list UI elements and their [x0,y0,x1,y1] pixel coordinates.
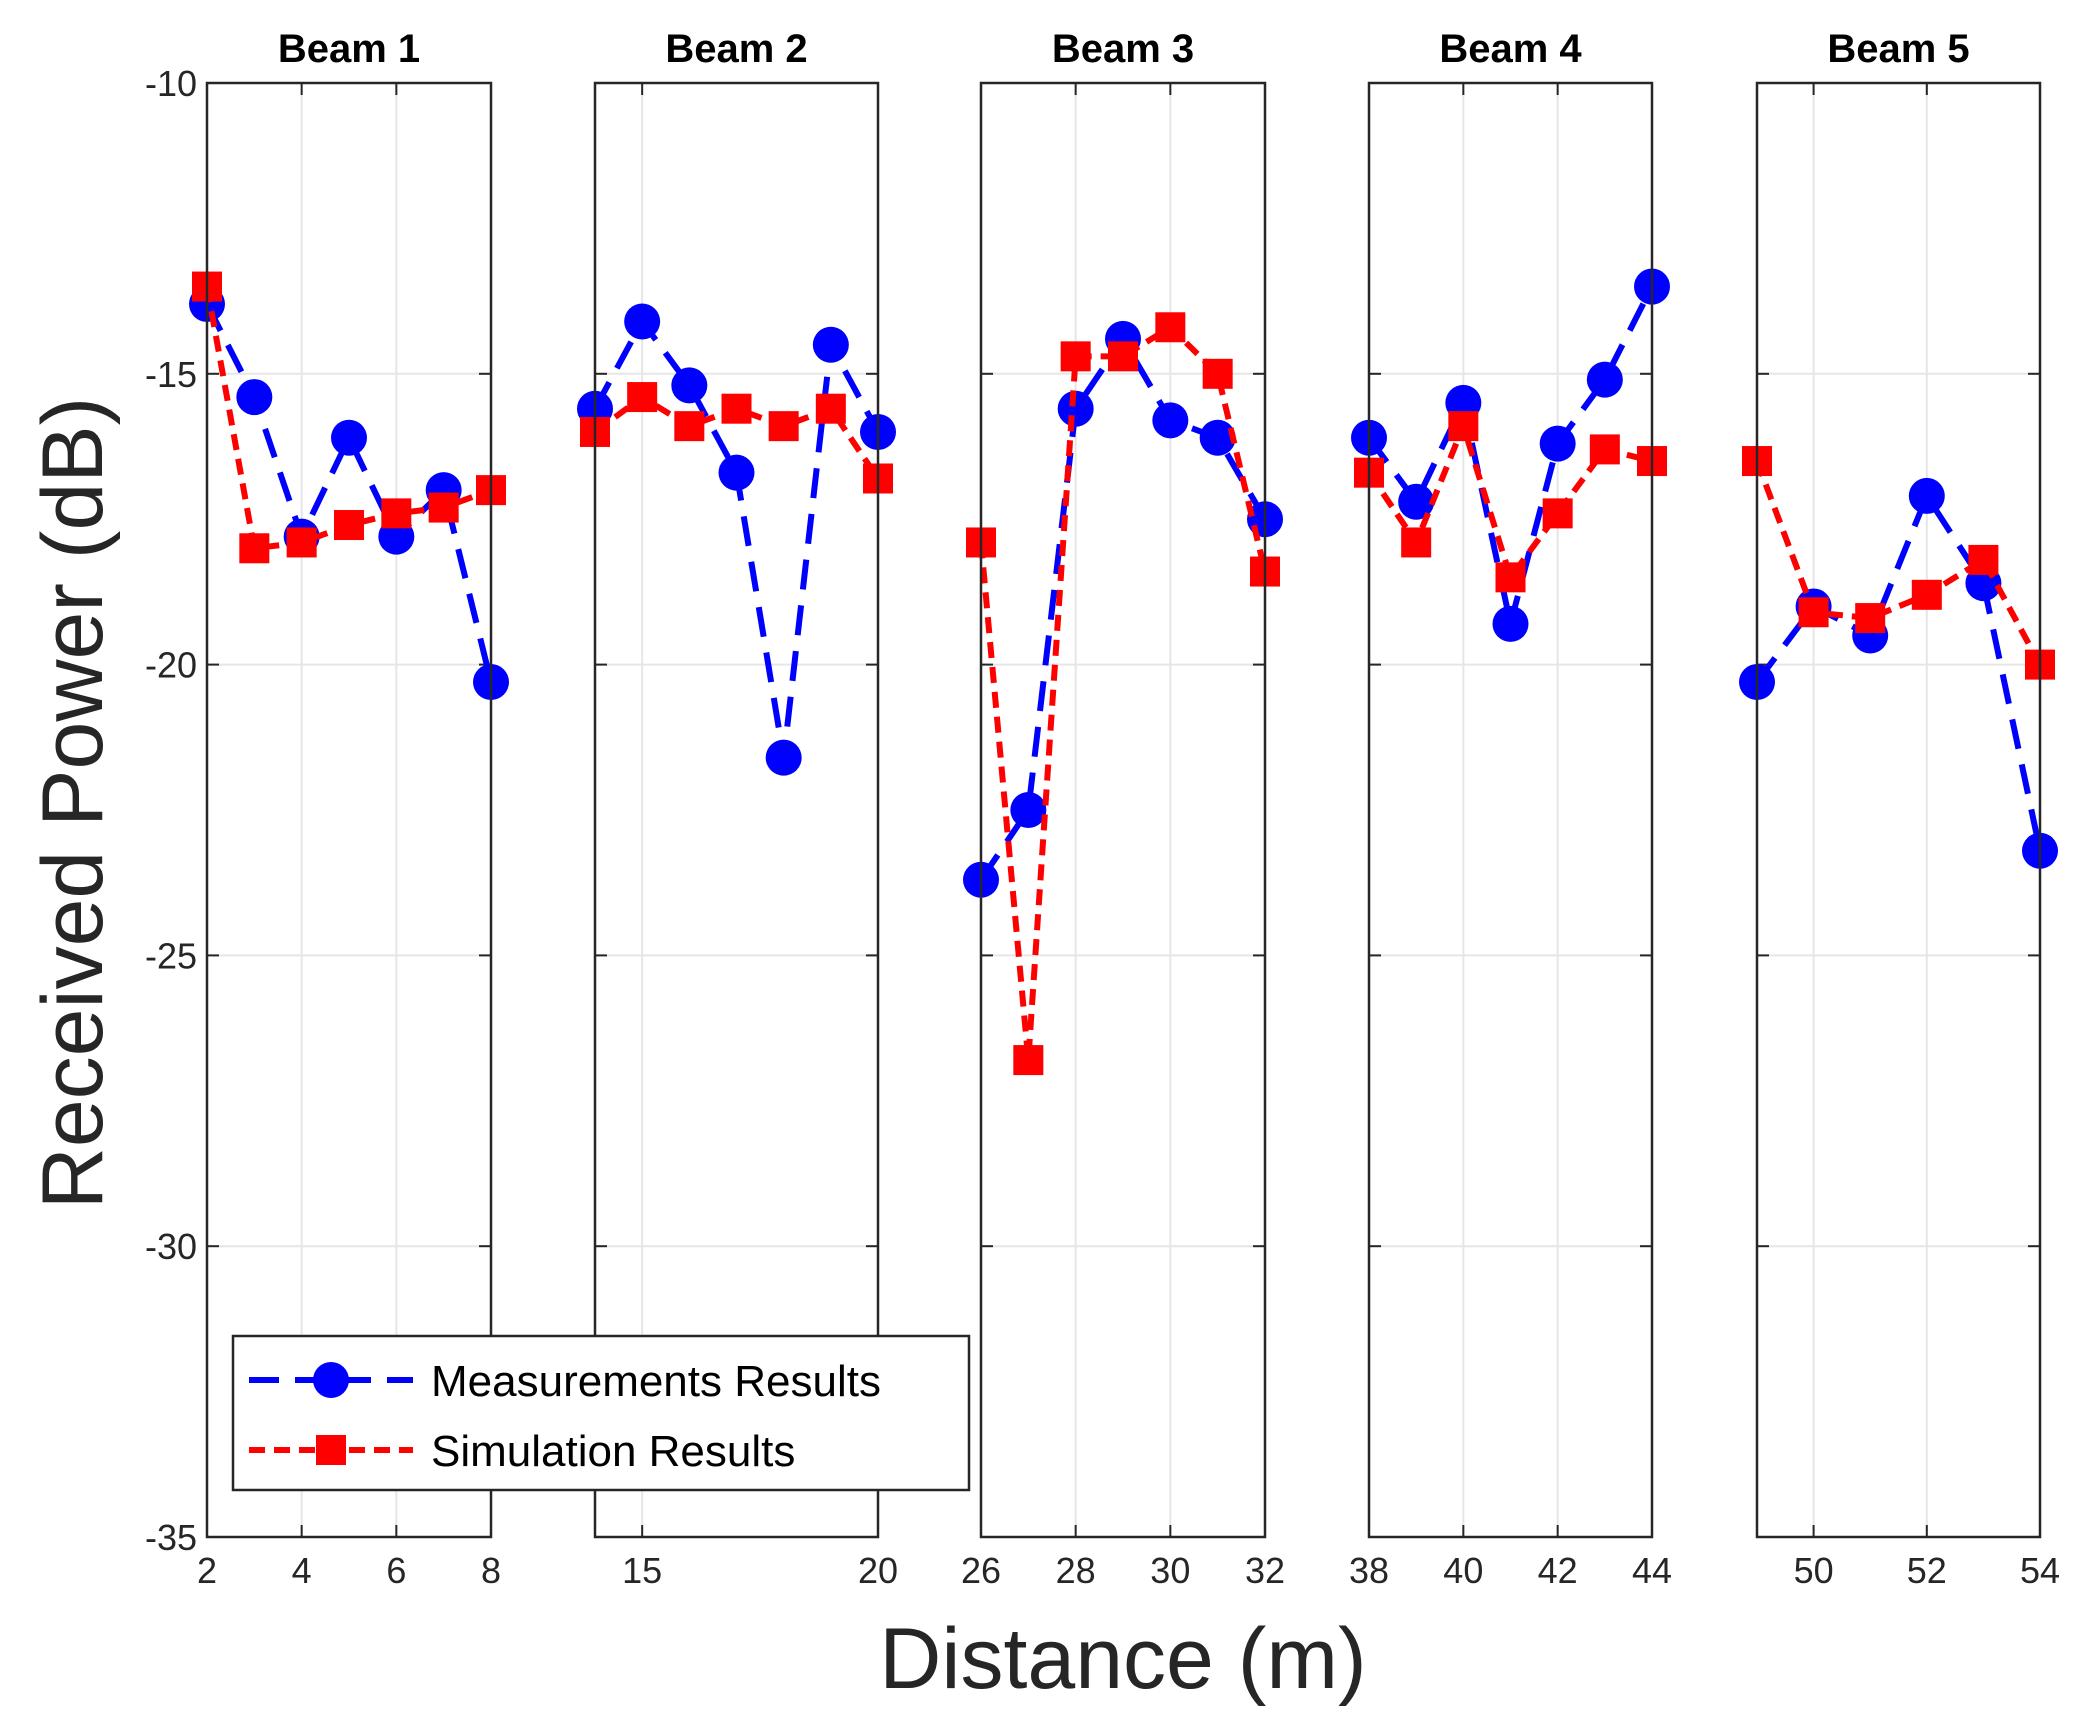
simulation-point [1496,562,1526,592]
simulation-point [816,394,846,424]
simulation-point [674,411,704,441]
simulation-point [627,382,657,412]
legend-simulation-label: Simulation Results [431,1427,795,1476]
x-tick-label: 54 [2020,1550,2060,1591]
measurements-point [671,367,707,403]
measurements-point [766,740,802,776]
measurements-point [1909,478,1945,514]
x-tick-label: 6 [386,1550,406,1591]
x-tick-label: 32 [1245,1550,1285,1591]
x-tick-label: 8 [481,1550,501,1591]
x-tick-label: 30 [1150,1550,1190,1591]
measurements-point [1493,606,1529,642]
simulation-point [1855,603,1885,633]
measurements-point [331,420,367,456]
simulation-point [1061,341,1091,371]
simulation-point [769,411,799,441]
x-tick-label: 2 [197,1550,217,1591]
simulation-point [1448,411,1478,441]
simulation-point [1401,527,1431,557]
simulation-point [1912,580,1942,610]
panel-title: Beam 4 [1439,27,1582,71]
simulation-point [1968,545,1998,575]
simulation-point [239,533,269,563]
x-tick-label: 15 [622,1550,662,1591]
measurements-point [719,455,755,491]
simulation-point [722,394,752,424]
x-tick-label: 40 [1443,1550,1483,1591]
x-tick-label: 26 [961,1550,1001,1591]
y-tick-label: -30 [145,1226,197,1267]
simulation-point [1108,341,1138,371]
simulation-point [287,527,317,557]
x-tick-label: 38 [1349,1550,1389,1591]
measurements-point [1010,792,1046,828]
simulation-point [1799,597,1829,627]
y-tick-label: -25 [145,935,197,976]
legend-measurements-marker [313,1362,349,1398]
x-tick-label: 44 [1632,1550,1672,1591]
y-tick-label: -20 [145,645,197,686]
x-tick-label: 20 [858,1550,898,1591]
measurements-point [1152,402,1188,438]
chart-svg: 2 4 6 8 -10 -15 -20 -25 -30 -35 Beam 1 15 20 Beam 2 26… [0,0,2091,1728]
simulation-point [1203,359,1233,389]
x-tick-label: 4 [292,1550,312,1591]
measurements-point [1587,362,1623,398]
x-tick-label: 42 [1538,1550,1578,1591]
y-tick-label: -35 [145,1517,197,1558]
x-tick-label: 28 [1056,1550,1096,1591]
measurements-point [236,379,272,415]
simulation-point [334,510,364,540]
panel-title: Beam 5 [1827,27,1969,71]
panel-title: Beam 2 [665,27,807,71]
measurements-point [813,327,849,363]
x-axis-label: Distance (m) [879,1611,1366,1707]
measurements-point [1540,426,1576,462]
y-tick-label: -10 [145,63,197,104]
legend: Measurements Results Simulation Results [233,1336,969,1490]
legend-simulation-marker [316,1435,346,1465]
simulation-point [1543,498,1573,528]
x-tick-label: 52 [1907,1550,1947,1591]
y-axis-label: Received Power (dB) [25,397,121,1210]
simulation-point [381,498,411,528]
measurements-point [624,303,660,339]
simulation-point [1155,312,1185,342]
panel-title: Beam 3 [1052,27,1194,71]
simulation-point [1590,434,1620,464]
chart: 2 4 6 8 -10 -15 -20 -25 -30 -35 Beam 1 15 20 Beam 2 26… [0,0,2091,1728]
x-tick-label: 50 [1794,1550,1834,1591]
simulation-point [429,493,459,523]
simulation-point [1013,1045,1043,1075]
y-tick-label: -15 [145,354,197,395]
panel-title: Beam 1 [278,27,420,71]
legend-measurements-label: Measurements Results [431,1357,881,1406]
